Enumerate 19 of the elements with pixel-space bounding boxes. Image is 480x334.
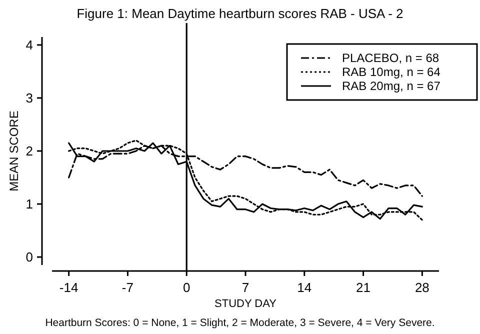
text: Heartburn Scores: 0 = None, 1 = Slight, 2 = Moderate, 3 = Severe, 4 = Very Severe. — [45, 317, 435, 329]
y-tick-label: 1 — [26, 196, 33, 212]
x-tick-label: 21 — [356, 280, 371, 295]
x-tick-label: -14 — [59, 280, 78, 295]
legend-label: RAB 20mg, n = 67 — [342, 79, 441, 94]
y-axis-title: MEAN SCORE — [7, 110, 21, 192]
chart-title: Figure 1: Mean Daytime heartburn scores RAB - USA - 2 — [76, 6, 404, 21]
legend-label: PLACEBO, n = 68 — [342, 51, 440, 66]
x-tick-label: -7 — [122, 280, 134, 295]
y-tick-label: 4 — [26, 38, 33, 53]
y-tick-label: 2 — [26, 144, 33, 159]
legend-label: RAB 10mg, n = 64 — [342, 65, 441, 80]
x-tick-label: 14 — [297, 280, 312, 295]
x-tick-label: 7 — [242, 280, 250, 295]
x-tick-label: 0 — [182, 280, 190, 295]
x-axis-title: STUDY DAY — [214, 298, 278, 310]
y-tick-label: 0 — [26, 250, 33, 265]
x-tick-label: 28 — [414, 280, 430, 295]
y-tick-label: 3 — [26, 90, 33, 106]
